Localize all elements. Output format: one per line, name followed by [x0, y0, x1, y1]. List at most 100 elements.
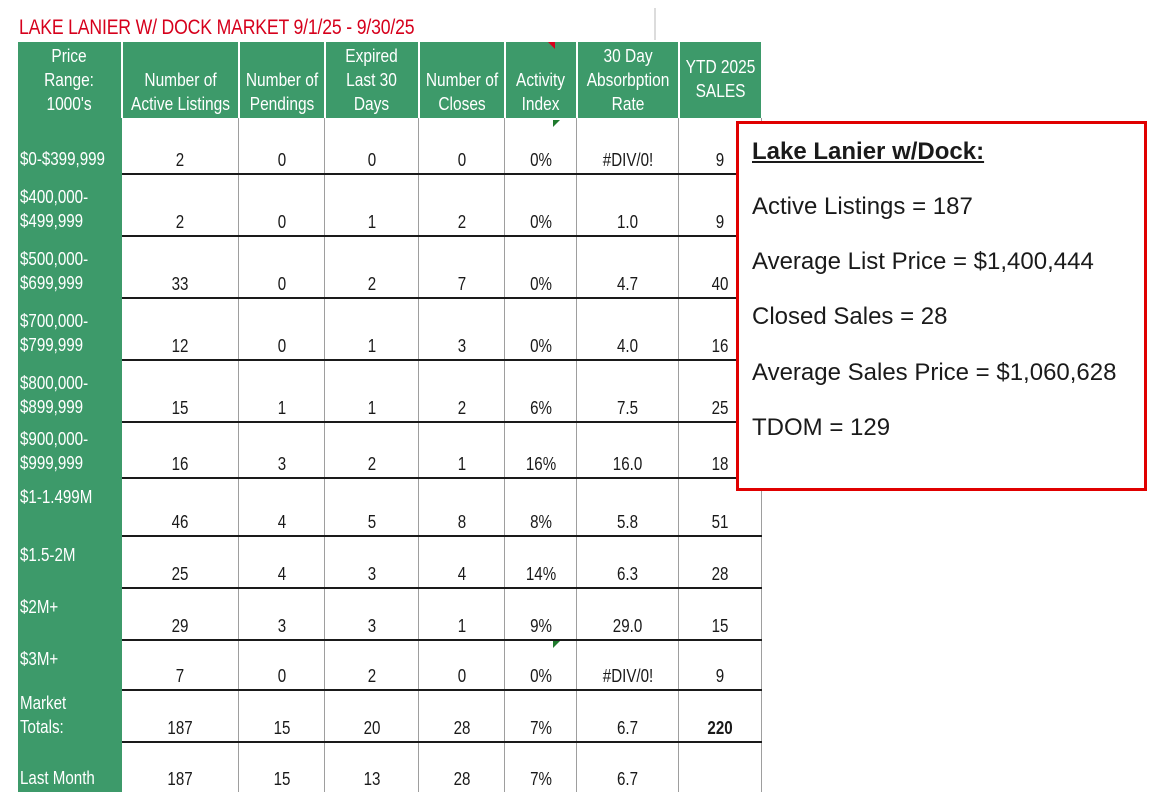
table-row: $3M+ 7 0 2 0 0% #DIV/0! 9	[18, 640, 763, 691]
table-row: $0-$399,999 2 0 0 0 0% #DIV/0! 9	[18, 118, 763, 175]
header-line: Days	[354, 94, 390, 114]
cell-value: 16	[711, 336, 729, 356]
cell-value: 7%	[529, 769, 552, 789]
cell-value: 1	[277, 398, 286, 418]
cell-value: 40	[711, 274, 729, 294]
table-cell: 4	[238, 536, 326, 589]
row-label-text: $1-1.499M	[20, 487, 93, 507]
row-label-text: $899,999	[20, 397, 84, 417]
table-cell: 187	[121, 690, 240, 743]
table-cell: 14%	[504, 536, 578, 589]
table-row: Market Totals: 187 15 20 28 7% 6.7 220	[18, 690, 763, 743]
cell-value: 33	[171, 274, 189, 294]
error-indicator	[553, 120, 560, 127]
cell-value: 2	[175, 150, 185, 170]
header-row: Price Range: 1000's Number of Active Listin…	[18, 42, 763, 118]
table-cell: 20	[324, 690, 420, 743]
table-row: $700,000- $799,999 12 0 1 3 0% 4.0 16	[18, 298, 763, 361]
cell-value: 3	[457, 336, 466, 356]
cell-value: 3	[367, 616, 376, 636]
table-cell: 15	[121, 360, 240, 423]
row-label-text: Last Month	[20, 768, 95, 788]
table-cell: 0	[238, 298, 326, 361]
table-cell: 1	[324, 174, 420, 237]
comment-indicator	[548, 42, 555, 49]
cell-value: 8	[457, 512, 466, 532]
cell-value: 8%	[529, 512, 552, 532]
row-label: $900,000- $999,999	[18, 422, 123, 479]
table-cell: 16	[121, 422, 240, 479]
table-row: $2M+ 29 3 3 1 9% 29.0 15	[18, 588, 763, 641]
table-cell: 1	[418, 422, 506, 479]
cell-value: 2	[367, 274, 376, 294]
cell-value: 7.5	[617, 398, 639, 418]
col-header-ytd-sales: YTD 2025 SALES	[678, 42, 763, 118]
row-label-text: Market	[20, 693, 67, 713]
cell-value: 20	[363, 718, 381, 738]
cell-value: 0	[277, 274, 286, 294]
table-cell: 15	[238, 690, 326, 743]
summary-active-listings: Active Listings = 187	[752, 193, 973, 220]
summary-average-sales-price: Average Sales Price = $1,060,628	[752, 359, 1117, 386]
table-cell: 2	[121, 174, 240, 237]
row-label: $500,000- $699,999	[18, 236, 123, 299]
table-cell: 6.7	[576, 742, 680, 792]
row-label-text: $799,999	[20, 335, 84, 355]
cell-value: 3	[277, 616, 286, 636]
table-cell: 4	[418, 536, 506, 589]
cell-value: 28	[453, 718, 471, 738]
table-cell: 0	[238, 118, 326, 175]
cell-value: 4.7	[617, 274, 639, 294]
table-cell: 7%	[504, 742, 578, 792]
table-cell: 0	[238, 174, 326, 237]
cell-value: 7	[175, 666, 185, 686]
cell-value: 2	[457, 212, 466, 232]
summary-closed-sales: Closed Sales = 28	[752, 303, 948, 330]
row-label: $2M+	[18, 588, 123, 641]
table-cell: 8%	[504, 478, 578, 537]
table-cell: 25	[121, 536, 240, 589]
cell-value: 7	[457, 274, 466, 294]
cell-value: 15	[273, 718, 291, 738]
header-line: Number of	[143, 70, 217, 90]
cell-value: 2	[367, 666, 376, 686]
table-cell: 0	[418, 118, 506, 175]
table-cell: #DIV/0!	[576, 118, 680, 175]
table-row: $800,000- $899,999 15 1 1 2 6% 7.5 25	[18, 360, 763, 423]
col-header-active-listings: Number of Active Listings	[121, 42, 240, 118]
col-header-activity-index: Activity Index	[504, 42, 578, 118]
cell-value: 46	[171, 512, 189, 532]
header-line: Pendings	[249, 94, 314, 114]
market-table: Price Range: 1000's Number of Active Listin…	[18, 42, 763, 792]
cell-value: 0	[457, 666, 466, 686]
table-cell: 4.7	[576, 236, 680, 299]
cell-value: 15	[273, 769, 291, 789]
col-header-absorption-rate: 30 Day Absorbption Rate	[576, 42, 680, 118]
summary-box: Lake Lanier w/Dock: Active Listings = 18…	[736, 121, 1147, 491]
cell-value: 0%	[529, 336, 552, 356]
cell-value: 9	[716, 212, 725, 232]
cell-value: 4	[277, 512, 286, 532]
table-cell: 3	[238, 588, 326, 641]
cell-value: 1	[367, 336, 376, 356]
row-label: $400,000- $499,999	[18, 174, 123, 237]
summary-average-list-price: Average List Price = $1,400,444	[752, 248, 1094, 275]
table-cell: 3	[238, 422, 326, 479]
cell-value: 1	[457, 616, 466, 636]
table-cell: 28	[418, 690, 506, 743]
cell-value: 25	[171, 564, 189, 584]
cell-value: 187	[167, 718, 193, 738]
header-line: Index	[521, 94, 560, 114]
table-cell: 7.5	[576, 360, 680, 423]
cell-value: 7%	[529, 718, 552, 738]
cell-value: 0	[367, 150, 376, 170]
cell-value: 1	[367, 212, 376, 232]
table-cell: 3	[418, 298, 506, 361]
cell-value: #DIV/0!	[602, 666, 653, 686]
table-cell: 6.7	[576, 690, 680, 743]
cell-value: 4.0	[617, 336, 639, 356]
row-label: $1.5-2M	[18, 536, 123, 589]
table-cell: 0%	[504, 236, 578, 299]
table-cell: 0	[324, 118, 420, 175]
cell-value: 3	[277, 454, 286, 474]
